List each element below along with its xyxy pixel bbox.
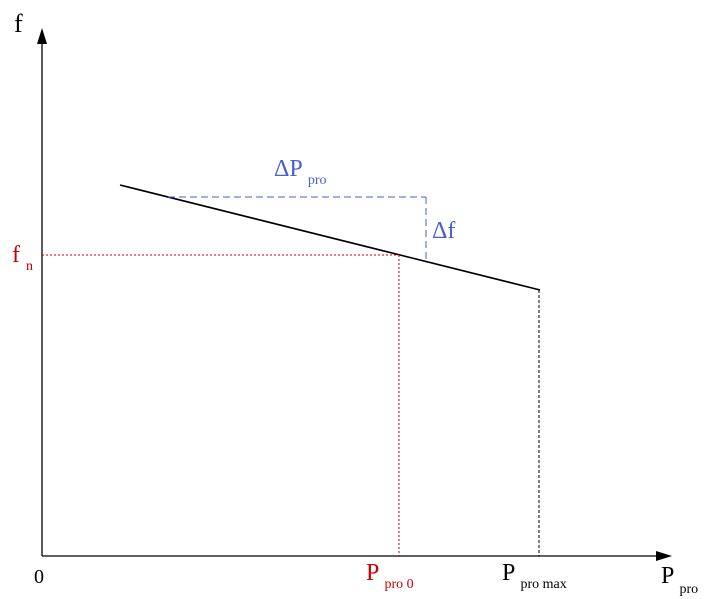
pmax-label-sub: pro max bbox=[520, 577, 566, 592]
delta-p-label-main: ΔP bbox=[274, 156, 302, 182]
x-axis-arrowhead bbox=[656, 551, 672, 561]
y-axis-label: f bbox=[14, 9, 23, 38]
fn-label-main: f bbox=[12, 242, 20, 268]
pmax-label: P pro max bbox=[502, 560, 567, 592]
ppro0-label: P pro 0 bbox=[366, 560, 414, 592]
fn-label: f n bbox=[12, 242, 33, 274]
x-axis-label-sub: pro bbox=[679, 582, 698, 597]
x-axis-label: P pro bbox=[661, 563, 698, 597]
delta-p-label-sub: pro bbox=[308, 173, 327, 188]
y-axis-arrowhead bbox=[37, 28, 47, 44]
pmax-label-main: P bbox=[502, 560, 515, 586]
droop-line bbox=[119, 184, 541, 291]
x-axis-label-main: P bbox=[661, 563, 674, 589]
delta-f-label: Δf bbox=[432, 218, 455, 244]
fn-label-sub: n bbox=[26, 259, 33, 274]
ppro0-label-sub: pro 0 bbox=[384, 577, 413, 592]
origin-label: 0 bbox=[34, 566, 44, 588]
ppro0-label-main: P bbox=[366, 560, 379, 586]
delta-p-label: ΔP pro bbox=[274, 156, 327, 188]
